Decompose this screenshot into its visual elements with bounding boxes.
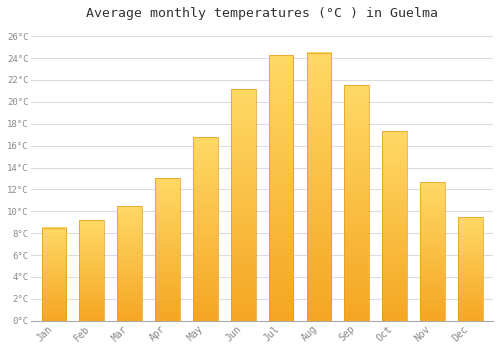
Bar (420, 182, 445, 321)
Bar (118, 206, 142, 321)
Bar (269, 55, 293, 321)
Bar (382, 132, 407, 321)
Bar (231, 89, 256, 321)
Bar (42, 228, 66, 321)
Bar (80, 220, 104, 321)
Bar (382, 132, 407, 321)
Bar (42, 228, 66, 321)
Bar (420, 182, 445, 321)
Title: Average monthly temperatures (°C ) in Guelma: Average monthly temperatures (°C ) in Gu… (86, 7, 438, 20)
Bar (458, 217, 482, 321)
Bar (306, 52, 331, 321)
Bar (155, 178, 180, 321)
Bar (306, 52, 331, 321)
Bar (344, 85, 369, 321)
Bar (118, 206, 142, 321)
Bar (193, 137, 218, 321)
Bar (458, 217, 482, 321)
Bar (80, 220, 104, 321)
Bar (269, 55, 293, 321)
Bar (231, 89, 256, 321)
Bar (193, 137, 218, 321)
Bar (344, 85, 369, 321)
Bar (155, 178, 180, 321)
